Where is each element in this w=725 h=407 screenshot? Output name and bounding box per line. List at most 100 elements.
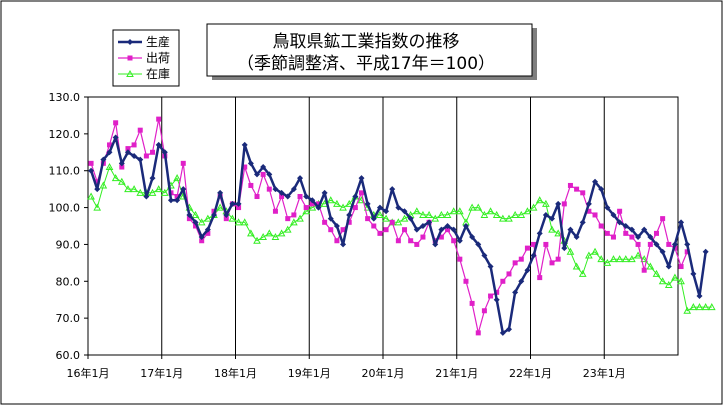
data-point [174,194,180,200]
data-point [635,234,642,241]
data-point [283,225,292,233]
data-point [486,207,495,215]
data-point [131,142,137,148]
data-point [487,263,494,270]
x-tick-label: 19年1月 [288,366,331,380]
data-point [229,200,236,207]
data-point [561,201,567,207]
data-point [678,219,685,226]
data-point [358,175,365,182]
data-point [149,175,156,182]
data-point [217,189,224,196]
data-point [592,212,598,218]
data-point [377,230,383,236]
data-point [333,199,341,207]
data-point [131,152,138,159]
data-point [567,226,574,233]
x-tick-label: 20年1月 [362,366,405,380]
data-point [223,211,230,218]
data-point [561,245,568,252]
data-point [604,204,611,211]
data-point [678,264,684,270]
data-point [609,255,618,263]
data-point [371,223,377,229]
data-point [500,278,506,284]
data-point [119,164,125,170]
data-point [180,160,186,166]
data-point [107,142,113,148]
data-point [394,218,403,226]
data-point [542,211,549,218]
data-point [352,193,359,200]
data-point [628,226,635,233]
data-point [308,203,317,211]
data-point [529,203,538,211]
data-point [339,203,347,211]
data-point [512,260,518,266]
data-point [413,226,420,233]
data-point [451,238,457,244]
data-point [511,210,519,218]
y-tick-label: 120.0 [49,128,81,141]
data-point [640,255,649,263]
data-point [696,293,703,300]
data-point [279,194,285,200]
data-point [542,199,550,207]
data-point [628,255,636,263]
data-point [474,203,483,211]
y-tick-label: 110.0 [49,165,81,178]
data-point [617,208,623,214]
data-point [382,214,390,222]
data-point [137,127,143,133]
data-point [586,208,592,214]
data-point [444,223,451,229]
legend-entry: 生産 [118,34,170,49]
data-point [321,189,328,196]
y-axis: 130.0 120.0 110.0 100.0 90.0 80.0 70.0 60.0 [49,91,88,362]
data-point [412,207,421,215]
data-point [272,208,278,214]
data-point [512,289,519,296]
data-point [426,219,433,226]
data-point [260,171,266,177]
data-point [322,219,328,225]
data-point [94,179,100,185]
data-point [400,214,409,222]
data-point [653,230,659,236]
data-point [549,215,556,222]
data-point [684,241,691,248]
data-point [254,171,261,178]
data-point [105,162,114,171]
data-point [574,186,580,192]
data-point [615,255,624,263]
data-point [303,193,310,200]
data-point [701,303,710,311]
data-point [573,234,580,241]
data-point [420,234,426,240]
data-point [88,160,94,166]
data-point [664,280,673,288]
data-point [647,234,654,241]
data-point [689,303,698,311]
data-point [518,278,525,285]
legend-label: 生産 [146,34,170,49]
data-point [610,211,617,218]
y-tick-label: 80.0 [56,275,81,288]
data-point [592,178,599,185]
data-point [566,247,575,255]
data-point [254,194,260,200]
data-point [334,238,340,244]
data-point [191,210,200,218]
data-point [296,214,304,222]
data-point [480,210,489,218]
data-point [143,153,149,159]
data-point [695,303,704,311]
data-point [326,196,335,204]
x-tick-label: 21年1月 [435,366,478,380]
data-point [414,241,420,247]
data-point [290,186,297,193]
data-point [419,210,427,218]
data-point [499,214,507,222]
data-point [247,160,254,167]
